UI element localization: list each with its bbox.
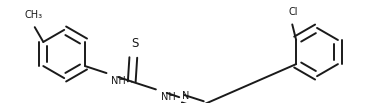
- Text: NH: NH: [161, 92, 175, 102]
- Text: CH₃: CH₃: [25, 10, 43, 20]
- Text: S: S: [131, 37, 138, 51]
- Text: Cl: Cl: [288, 7, 298, 17]
- Text: N: N: [182, 91, 190, 101]
- Text: NH: NH: [111, 76, 126, 86]
